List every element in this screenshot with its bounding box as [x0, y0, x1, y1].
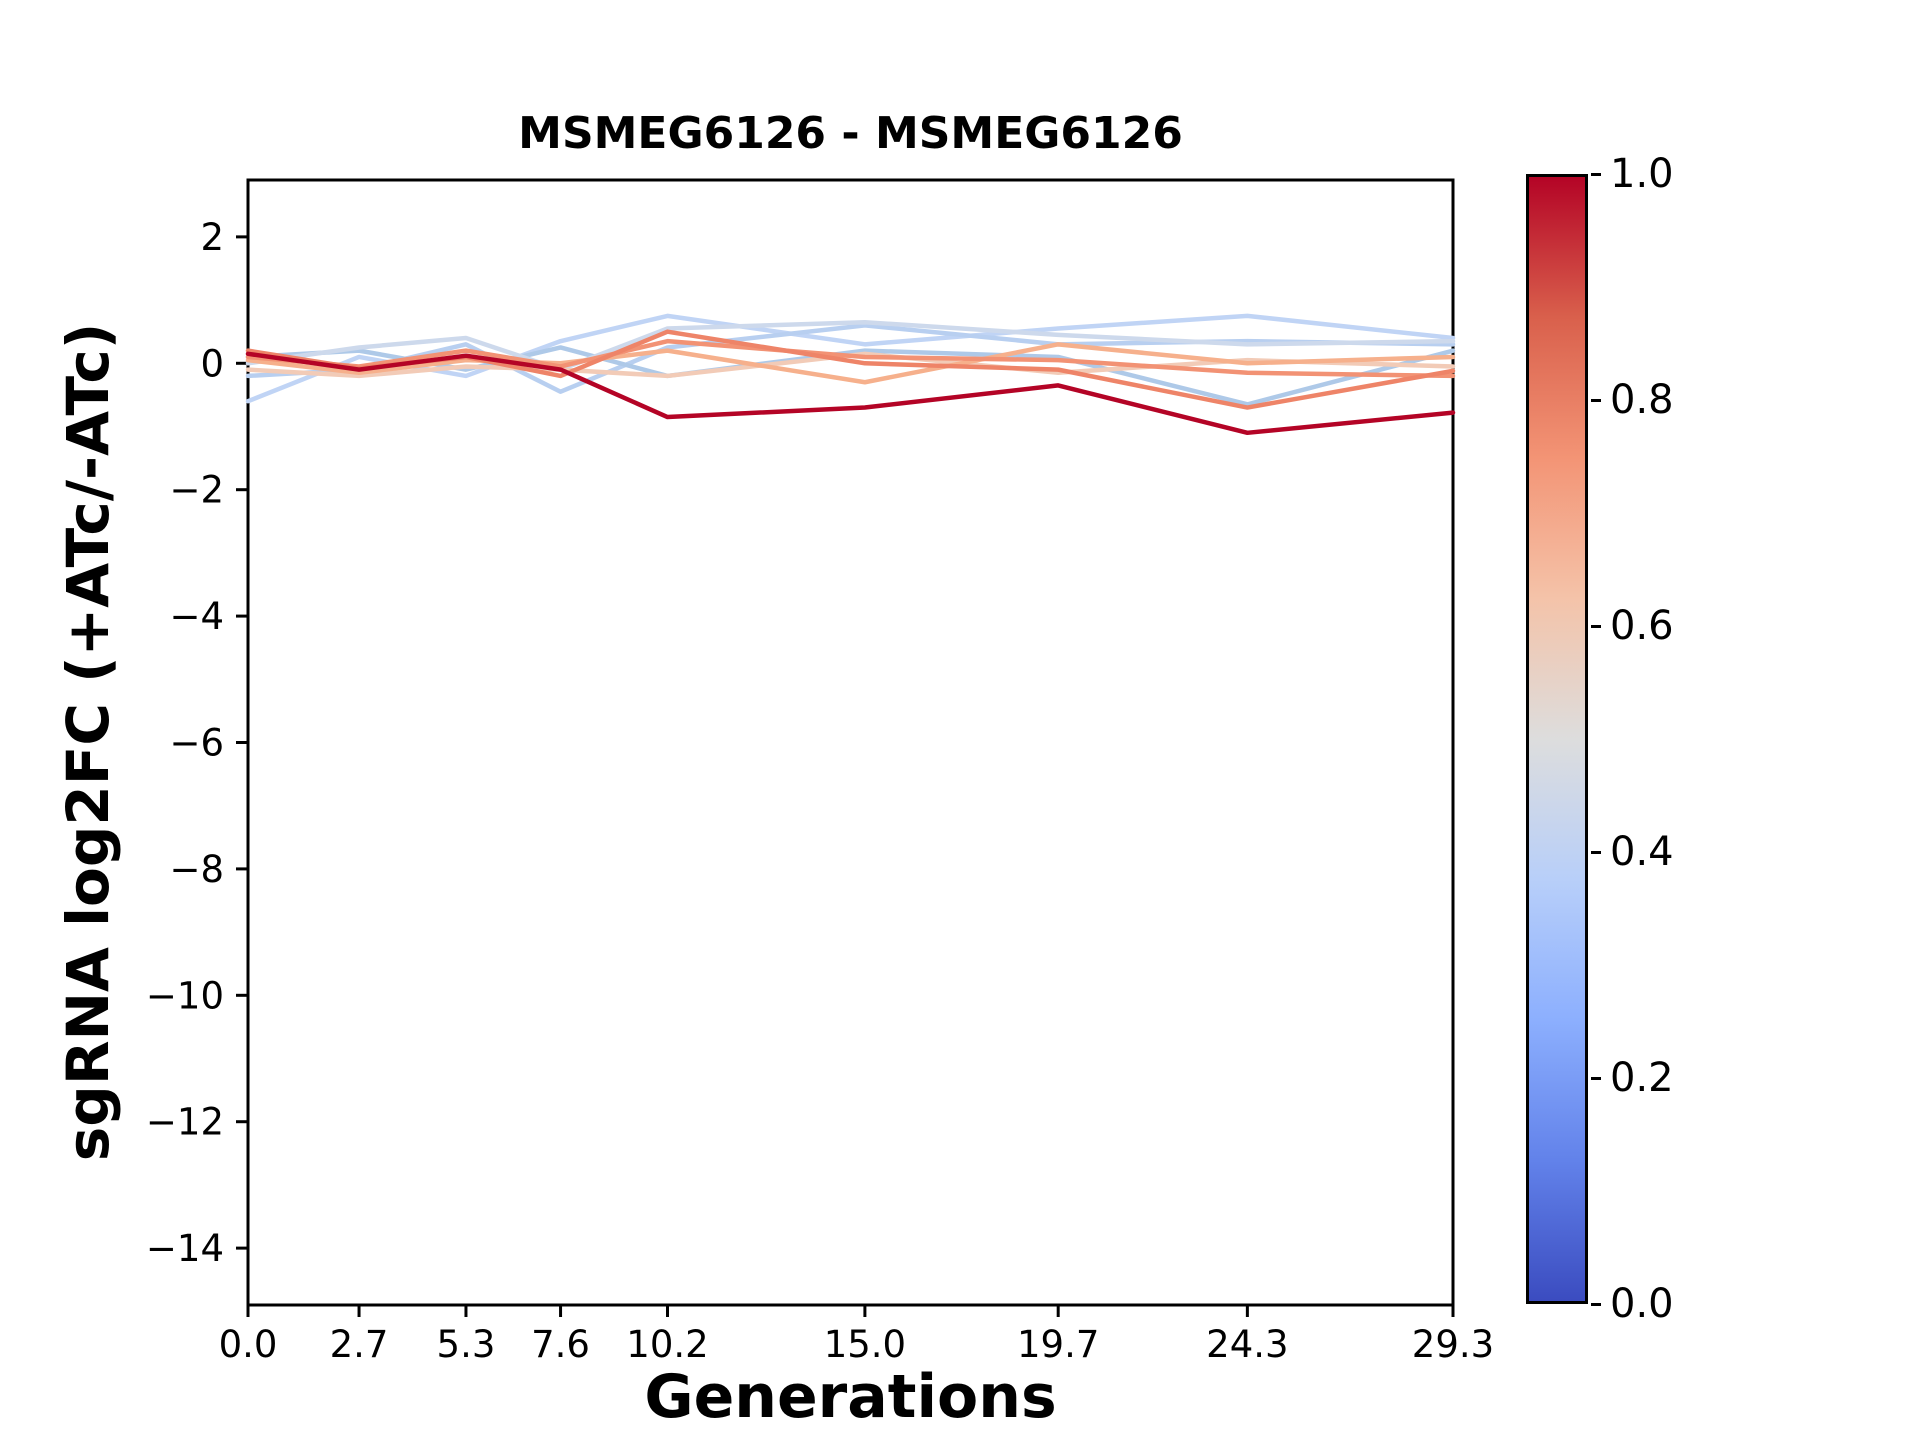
y-tick-label: −10	[146, 974, 224, 1017]
x-tick-label: 15.0	[824, 1323, 906, 1366]
colorbar-tick-mark	[1591, 1302, 1601, 1306]
x-tick-label: 29.3	[1412, 1323, 1494, 1366]
y-tick-label: −2	[169, 469, 224, 512]
y-tick-label: 2	[200, 216, 224, 259]
colorbar-tick-label: 1.0	[1610, 151, 1674, 197]
x-tick-label: 24.3	[1206, 1323, 1288, 1366]
x-tick-label: 5.3	[437, 1323, 496, 1366]
x-tick-label: 19.7	[1017, 1323, 1099, 1366]
colorbar	[1526, 174, 1588, 1304]
y-tick-label: −8	[169, 848, 224, 891]
x-tick-label: 0.0	[219, 1323, 278, 1366]
y-tick-label: −4	[169, 595, 224, 638]
colorbar-tick-label: 0.0	[1610, 1281, 1674, 1327]
series-line	[245, 342, 1456, 385]
colorbar-tick-mark	[1591, 850, 1601, 854]
x-tick-label: 10.2	[626, 1323, 708, 1366]
colorbar-tick-label: 0.4	[1610, 829, 1674, 875]
y-tick-label: 0	[200, 342, 224, 385]
x-tick-label: 7.6	[531, 1323, 590, 1366]
colorbar-tick-label: 0.8	[1610, 377, 1674, 423]
colorbar-tick-mark	[1591, 624, 1601, 628]
series-line	[245, 319, 1456, 372]
x-axis-label: Generations	[644, 1362, 1057, 1432]
y-axis-label: sgRNA log2FC (+ATc/-ATc)	[54, 322, 122, 1162]
series-line	[245, 351, 1456, 379]
colorbar-tick-mark	[1591, 172, 1601, 176]
plot-area: 0.0 2.7 5.3 7.6 10.2 15.0 19.7 24.3 29.3 2 0 −2 −4 −6…	[146, 178, 1494, 1366]
colorbar-tick-label: 0.6	[1610, 603, 1674, 649]
x-tick-label: 2.7	[330, 1323, 389, 1366]
axes-frame	[246, 178, 1455, 1307]
colorbar-tick-mark	[1591, 1076, 1601, 1080]
y-tick-label: −12	[146, 1101, 224, 1144]
colorbar-tick-mark	[1591, 398, 1601, 402]
y-tick-label: −14	[146, 1227, 224, 1270]
chart-title: MSMEG6126 - MSMEG6126	[518, 108, 1183, 159]
y-tick-label: −6	[169, 722, 224, 765]
series-line	[245, 338, 1456, 379]
series-line	[245, 351, 1456, 436]
colorbar-tick-label: 0.2	[1610, 1055, 1674, 1101]
